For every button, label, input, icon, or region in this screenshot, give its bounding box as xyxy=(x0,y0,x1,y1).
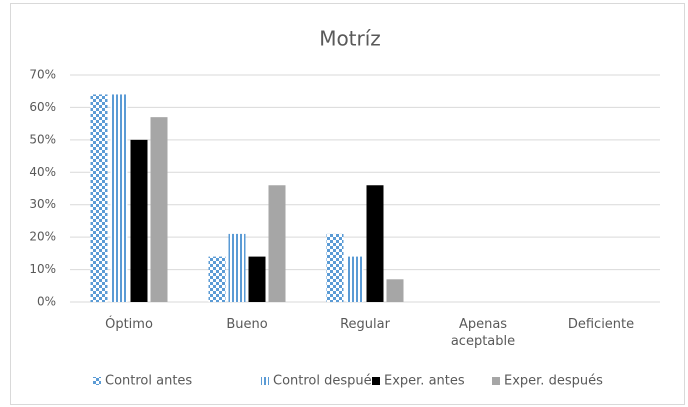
legend-marker xyxy=(261,377,269,385)
chart-title: Motríz xyxy=(319,27,381,51)
legend-label: Exper. antes xyxy=(384,374,465,389)
bar xyxy=(90,94,108,302)
bar xyxy=(386,279,404,302)
x-tick-label: Óptimo xyxy=(105,317,153,332)
y-tick-label: 70% xyxy=(29,68,56,82)
x-tick-label: Regular xyxy=(340,317,390,332)
bar xyxy=(326,233,344,302)
x-tick-label: Deficiente xyxy=(567,317,635,332)
y-tick-label: 20% xyxy=(29,230,56,244)
legend-label: Control después xyxy=(273,374,379,389)
y-tick-label: 30% xyxy=(29,197,56,211)
bar xyxy=(346,256,364,302)
bar xyxy=(150,117,168,303)
bar xyxy=(268,185,286,302)
legend-label: Exper. después xyxy=(504,374,603,389)
bar xyxy=(208,256,226,302)
legend-marker xyxy=(492,377,500,385)
bar xyxy=(248,256,266,302)
y-tick-label: 10% xyxy=(29,262,56,276)
y-tick-label: 50% xyxy=(29,132,56,146)
y-tick-label: 40% xyxy=(29,165,56,179)
legend-marker xyxy=(372,377,380,385)
bar xyxy=(366,185,384,302)
x-tick-label: Bueno xyxy=(226,317,268,332)
y-tick-label: 60% xyxy=(29,100,56,114)
legend-marker xyxy=(93,377,101,385)
y-tick-label: 0% xyxy=(37,295,56,309)
bar xyxy=(110,94,128,302)
bar xyxy=(130,139,148,302)
x-tick-label: Apenas aceptable xyxy=(450,317,516,349)
bar xyxy=(228,233,246,302)
legend-label: Control antes xyxy=(105,374,192,389)
